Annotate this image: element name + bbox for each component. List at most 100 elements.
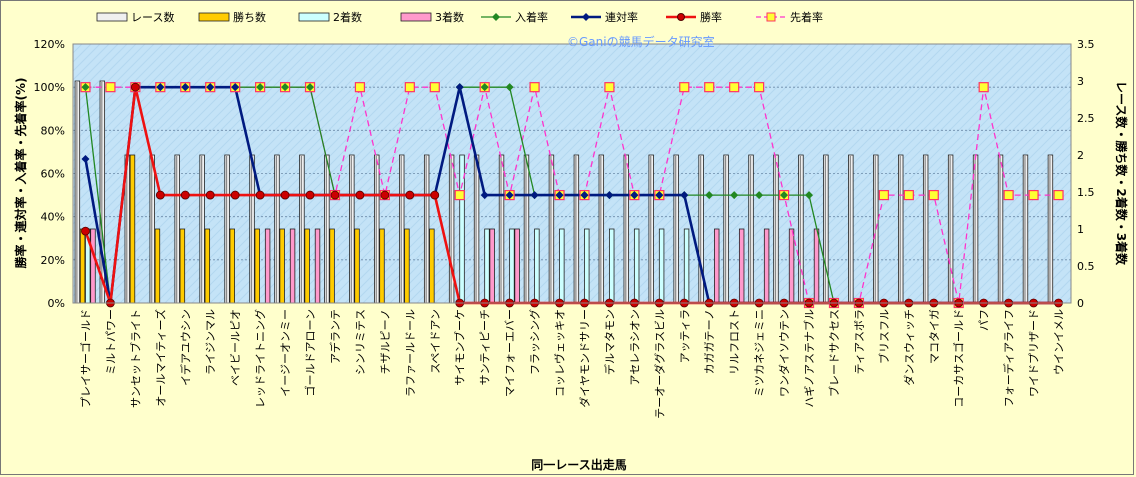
category-label: ブレードサクセス: [827, 309, 841, 397]
right-tick-label: 3: [1077, 75, 1084, 88]
bar-3-26: [738, 228, 745, 304]
plot-pattern-line: [72, 43, 191, 162]
point-勝率-5: [205, 190, 215, 200]
plot-pattern-line: [72, 43, 83, 54]
bar-1-14: [429, 228, 435, 304]
point-連対率-3: [156, 83, 165, 92]
bar-3-17: [514, 228, 520, 304]
bar-shade-22: [625, 156, 627, 303]
point-入着率-8: [281, 83, 290, 92]
bar-shade-31: [849, 156, 851, 303]
bar-shade-4: [176, 156, 178, 303]
point-入着率-9: [306, 83, 315, 92]
watermark: ©Ganiの競馬データ研究室: [567, 34, 715, 49]
category-label: デルマタモン: [602, 309, 616, 375]
bar-1-4: [179, 228, 186, 304]
bar-shade-38: [1024, 156, 1026, 303]
bar-3-9: [314, 228, 321, 304]
point-先着率-26: [729, 82, 740, 93]
point-勝率-9: [305, 190, 315, 200]
plot-pattern-line: [1064, 296, 1072, 304]
bar-1-11: [354, 228, 360, 304]
category-label: ティアスボラ: [853, 309, 866, 374]
legend-swatch-3着数: [400, 12, 432, 22]
point-連対率-21: [605, 191, 614, 200]
legend-marker-勝率: [677, 13, 685, 21]
bar-1-6: [229, 228, 235, 304]
point-入着率-25: [705, 191, 714, 200]
plot-pattern-line: [1010, 242, 1072, 304]
right-tick-label: 1: [1077, 223, 1084, 236]
right-tick-label: 3.5: [1077, 38, 1095, 51]
point-先着率-34: [928, 189, 939, 201]
bar-2-18: [534, 228, 540, 304]
left-tick-label: 40%: [41, 211, 65, 224]
point-入着率-26: [730, 191, 739, 200]
point-連対率-6: [231, 83, 240, 92]
bar-shade-8: [275, 156, 278, 303]
category-label: ハギノアステナブル: [802, 309, 816, 408]
plot-pattern-line: [72, 43, 290, 261]
bar-2-21: [609, 228, 615, 304]
legend-label-2着数: 2着数: [333, 10, 362, 24]
category-label: シンリミテス: [354, 309, 367, 375]
point-勝率-8: [280, 190, 290, 200]
point-先着率-15: [454, 189, 465, 201]
category-label: サンセットブライト: [128, 309, 142, 408]
bar-3-27: [763, 228, 770, 304]
point-連対率-23: [655, 191, 664, 200]
bar-3-8: [289, 228, 296, 304]
left-axis-title: 勝率・連対率・入着率・先着率(%): [13, 78, 28, 269]
point-先着率-36: [978, 82, 989, 93]
plot-pattern-line: [72, 43, 146, 117]
left-tick-label: 80%: [41, 124, 65, 137]
legend-label-勝ち数: 勝ち数: [233, 10, 266, 24]
category-label: コッレヴェッキオ: [553, 309, 567, 397]
bar-3-29: [813, 228, 820, 304]
category-label: ワイドプリザード: [1028, 309, 1041, 397]
plot-pattern-line: [1037, 269, 1072, 304]
bar-shade-39: [1049, 156, 1051, 303]
category-label: サイモンブーケ: [453, 309, 467, 386]
category-label: ゴールドアローン: [303, 309, 317, 396]
plot-pattern-line: [965, 197, 1072, 304]
point-入着率-27: [755, 191, 764, 200]
point-勝率-3: [155, 190, 165, 200]
left-tick-label: 120%: [34, 38, 65, 51]
bar-1-12: [379, 228, 385, 304]
category-label: イデアユウシン: [178, 309, 192, 386]
point-入着率-16: [480, 83, 489, 92]
bar-shade-24: [675, 156, 677, 303]
bar-shade-19: [550, 156, 552, 303]
point-連対率-5: [206, 83, 215, 92]
bar-3-28: [788, 228, 795, 304]
plot-pattern-line: [821, 53, 1072, 304]
right-tick-label: 2.5: [1077, 112, 1095, 125]
point-勝率-4: [180, 190, 190, 200]
bar-shade-30: [824, 156, 826, 303]
point-連対率-19: [555, 191, 564, 200]
legend-marker-連対率: [582, 13, 590, 21]
bar-shade-11: [350, 156, 352, 303]
point-先着率-25: [704, 82, 715, 93]
bar-shade-27: [749, 156, 752, 303]
category-label: テーオーダグラスビル: [652, 309, 666, 419]
legend-swatch-レース数: [96, 12, 128, 22]
category-label: イージーオンミー: [279, 309, 292, 397]
bar-3-16: [489, 228, 495, 304]
point-先着率-32: [878, 189, 889, 201]
category-label: ミツカネジェミニ: [753, 309, 766, 397]
bar-shade-37: [999, 156, 1001, 303]
point-連対率-0: [81, 155, 90, 164]
bar-shade-3: [151, 156, 153, 303]
category-label: チザルピーノ: [379, 309, 392, 374]
bar-2-16: [484, 228, 490, 304]
point-先着率-33: [903, 189, 914, 201]
point-先着率-14: [429, 82, 440, 93]
bar-shade-33: [899, 156, 901, 303]
category-label: ダイヤモンドサリー: [578, 309, 592, 408]
point-先着率-13: [404, 82, 415, 93]
left-tick-label: 20%: [41, 254, 65, 267]
left-tick-label: 100%: [34, 81, 65, 94]
right-tick-label: 0: [1077, 297, 1084, 310]
